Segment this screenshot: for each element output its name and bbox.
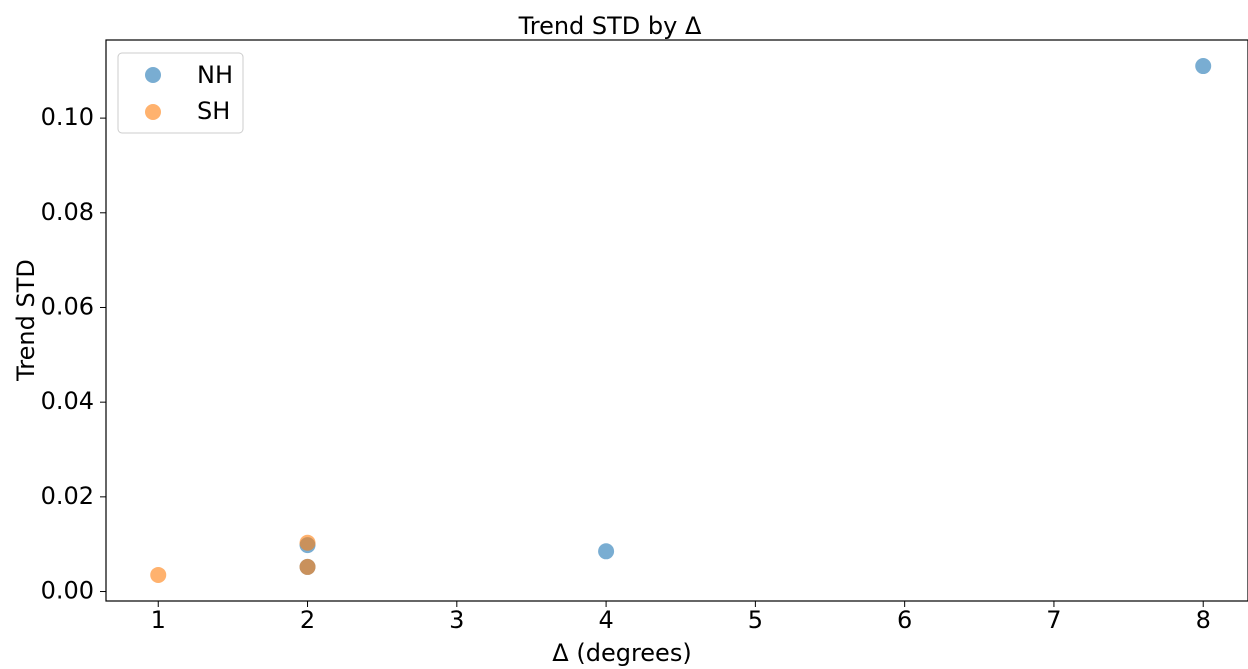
legend-label-sh: SH bbox=[197, 97, 230, 125]
scatter-point-nh bbox=[598, 543, 615, 560]
x-tick-label: 7 bbox=[1046, 606, 1061, 634]
x-ticks: 1 2 3 4 5 6 7 8 bbox=[151, 601, 1211, 634]
y-tick-label: 0.04 bbox=[41, 387, 94, 415]
legend: NH SH bbox=[117, 52, 244, 134]
y-tick-label: 0.10 bbox=[41, 103, 94, 131]
y-tick-label: 0.02 bbox=[41, 482, 94, 510]
x-tick-label: 5 bbox=[748, 606, 763, 634]
plot-area bbox=[150, 58, 1212, 583]
x-tick-label: 3 bbox=[449, 606, 464, 634]
scatter-point-nh bbox=[1195, 58, 1212, 75]
legend-marker-sh bbox=[145, 104, 161, 120]
x-tick-label: 1 bbox=[151, 606, 166, 634]
y-tick-label: 0.08 bbox=[41, 198, 94, 226]
scatter-point-sh bbox=[299, 558, 316, 575]
axes-frame bbox=[105, 39, 1248, 602]
legend-marker-nh bbox=[145, 67, 161, 83]
x-axis-label: Δ (degrees) bbox=[552, 639, 691, 667]
x-tick-label: 8 bbox=[1196, 606, 1211, 634]
x-tick-label: 4 bbox=[598, 606, 613, 634]
y-ticks: 0.00 0.02 0.04 0.06 0.08 0.10 bbox=[41, 103, 106, 605]
scatter-point-sh bbox=[150, 566, 167, 583]
scatter-point-sh bbox=[299, 534, 316, 551]
legend-label-nh: NH bbox=[197, 61, 233, 89]
y-axis-label: Trend STD bbox=[12, 259, 40, 382]
y-tick-label: 0.06 bbox=[41, 292, 94, 320]
y-tick-label: 0.00 bbox=[41, 577, 94, 605]
x-tick-label: 2 bbox=[300, 606, 315, 634]
x-tick-label: 6 bbox=[897, 606, 912, 634]
chart-title: Trend STD by Δ bbox=[518, 12, 702, 40]
